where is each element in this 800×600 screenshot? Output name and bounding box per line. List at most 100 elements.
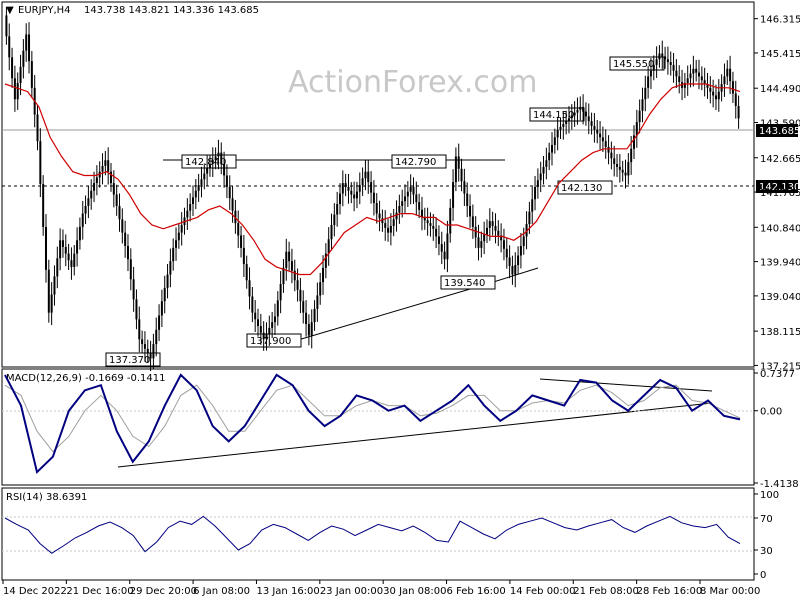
price-bar-body [163,287,166,302]
price-bar-body [177,232,180,241]
price-bar-body [225,175,228,187]
price-bar-body [70,260,73,267]
price-bar-body [440,244,443,252]
price-bar-body [664,56,667,60]
macd-axis-ticks: 0.7377 0.00 -1.4138 [754,369,799,490]
price-bar-body [143,344,146,349]
price-bar-body [604,141,607,147]
price-bar-body [358,185,361,192]
svg-text:142.130: 142.130 [561,183,602,194]
svg-text:142.130: 142.130 [759,182,800,193]
price-bar-body [78,226,81,241]
price-bar-body [596,129,599,134]
price-bar-body [381,218,384,224]
price-bar-body [259,325,262,333]
price-bar-body [632,135,635,149]
price-bar-body [203,173,206,180]
rsi-tick-label: 70 [760,514,773,525]
price-bar-body [392,219,395,226]
price-bar-body [437,236,440,245]
level-label-137370: 137.370 [105,352,161,367]
price-bar-body [149,353,152,359]
price-bar-body [64,246,67,254]
rsi-tick-label: 0 [760,570,766,581]
price-bar-body [480,241,483,248]
level-label-144150: 144.150 [529,107,585,122]
price-bar-body [319,282,322,296]
price-bar-body [214,156,217,161]
price-bar-body [553,137,556,145]
price-bar-body [675,70,678,77]
price-bar-body [616,164,619,167]
time-tick-label: 6 Feb 16:00 [447,586,506,597]
price-bar-body [61,240,64,247]
price-bar-body [666,59,669,63]
price-bar-body [355,191,358,199]
price-bar-body [454,156,457,183]
price-bar-body [172,247,175,262]
price-bar-body [290,261,293,271]
svg-text:144.150: 144.150 [533,110,574,121]
price-bar-body [112,183,115,195]
price-bar-body [689,73,692,79]
price-bar-body [11,57,14,79]
price-bar-body [265,333,268,340]
price-bar-body [488,221,491,228]
price-bar-body [590,121,593,126]
price-bar-body [652,64,655,71]
price-bar-body [302,301,305,313]
price-bar-body [545,160,548,167]
price-bar-body [42,184,45,227]
price-bar-body [338,193,341,205]
price-bar-body [285,251,288,268]
price-bar-body [630,148,633,163]
price-bar-body [559,126,562,130]
price-bar-body [406,191,409,197]
price-bar-body [197,185,200,191]
price-bar-body [471,216,474,227]
price-bar-body [107,160,110,172]
price-bar-body [449,207,452,234]
price-bar-body [409,186,412,192]
price-bar-body [251,296,254,313]
price-bar-body [271,322,274,328]
price-bar-body [387,227,390,233]
price-bar-body [327,239,330,254]
price-bar-body [293,270,296,281]
price-bar-body [466,193,469,206]
price-bar-body [593,125,596,130]
rsi-axis-ticks: 100 70 30 0 [754,490,779,581]
price-bar-body [16,83,19,100]
price-bar-body [601,137,604,142]
symbol-header: EURJPY,H4 [18,5,71,16]
price-bar-body [658,53,661,60]
price-bar-body [93,183,96,191]
price-tick-label: 137.215 [760,361,800,372]
price-bar-body [734,93,737,106]
price-bar-body [457,156,460,169]
price-bar-body [695,68,698,73]
price-bar-body [367,171,370,183]
time-tick-label: 23 Jan 00:00 [320,586,383,597]
price-panel-frame [1,1,755,368]
price-bar-body [655,59,658,65]
price-bar-body [565,121,568,125]
price-bar-body [647,76,650,88]
price-bar-body [191,197,194,205]
ohlc-header: 143.738 143.821 143.336 143.685 [84,5,259,16]
price-bar-body [234,210,237,224]
price-bar-body [87,198,90,206]
price-bar-body [712,91,715,96]
price-bar-body [412,186,415,195]
price-bar-body [322,267,325,283]
price-bar-body [395,212,398,220]
price-bar-body [169,261,172,275]
rsi-line [4,515,741,554]
price-bar-body [474,226,477,238]
price-bar-body [706,84,709,88]
price-bar-body [288,251,291,262]
price-bar-body [50,294,53,313]
price-bar-body [336,204,339,215]
price-bar-body [67,253,70,261]
